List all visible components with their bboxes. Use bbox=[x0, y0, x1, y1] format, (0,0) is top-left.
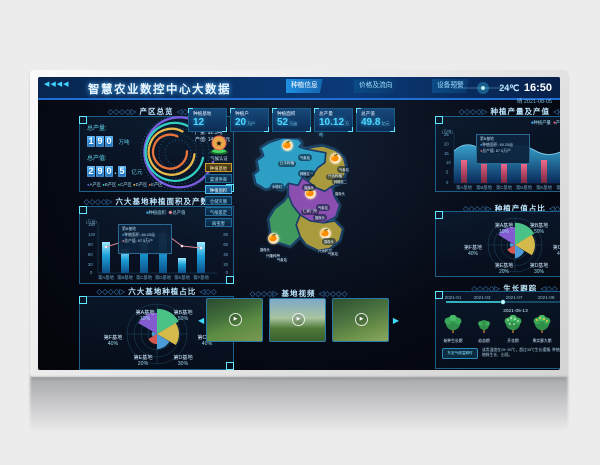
svg-text:2021-01: 2021-01 bbox=[445, 296, 462, 300]
svg-text:30%: 30% bbox=[534, 269, 545, 275]
svg-text:60: 60 bbox=[223, 242, 228, 247]
svg-text:10%: 10% bbox=[499, 229, 510, 235]
svg-text:★: ★ bbox=[215, 139, 222, 148]
svg-text:2021-07: 2021-07 bbox=[506, 296, 523, 300]
svg-text:50%: 50% bbox=[534, 229, 545, 235]
svg-text:第A基地: 第A基地 bbox=[456, 184, 472, 191]
svg-text:5: 5 bbox=[446, 170, 449, 175]
svg-text:第C基地: 第C基地 bbox=[136, 274, 153, 281]
svg-text:第A基地: 第A基地 bbox=[135, 308, 154, 316]
svg-text:2021-09: 2021-09 bbox=[538, 296, 555, 300]
svg-text:10: 10 bbox=[446, 160, 451, 165]
svg-text:第E基地: 第E基地 bbox=[174, 274, 190, 281]
svg-text:15: 15 bbox=[444, 151, 449, 156]
svg-text:60: 60 bbox=[88, 252, 93, 257]
svg-text:第B基地: 第B基地 bbox=[530, 222, 548, 229]
svg-text:20: 20 bbox=[444, 141, 449, 146]
svg-text:第C基地: 第C基地 bbox=[553, 244, 560, 251]
svg-text:2021-03: 2021-03 bbox=[474, 296, 491, 300]
svg-text:第D基地: 第D基地 bbox=[530, 262, 549, 269]
svg-text:40%: 40% bbox=[557, 251, 560, 257]
svg-text:第D基地: 第D基地 bbox=[155, 274, 172, 281]
svg-text:第A基地: 第A基地 bbox=[495, 222, 513, 229]
svg-text:20%: 20% bbox=[138, 361, 149, 367]
svg-text:第B基地: 第B基地 bbox=[173, 308, 192, 316]
svg-text:90: 90 bbox=[88, 242, 93, 247]
svg-text:0: 0 bbox=[226, 270, 229, 275]
svg-text:第C基地: 第C基地 bbox=[496, 184, 513, 191]
svg-text:0: 0 bbox=[90, 270, 93, 275]
svg-text:第E基地: 第E基地 bbox=[495, 262, 513, 269]
svg-text:第E基地: 第E基地 bbox=[133, 353, 152, 361]
svg-text:40%: 40% bbox=[468, 251, 479, 257]
svg-text:20: 20 bbox=[223, 262, 228, 267]
svg-text:120: 120 bbox=[88, 232, 96, 237]
svg-text:10%: 10% bbox=[140, 316, 151, 322]
svg-text:第A基地: 第A基地 bbox=[98, 274, 114, 281]
svg-text:第F基地: 第F基地 bbox=[464, 244, 482, 251]
svg-text:20%: 20% bbox=[499, 269, 510, 275]
svg-text:第E基地: 第E基地 bbox=[536, 184, 552, 191]
svg-text:第B基地: 第B基地 bbox=[117, 274, 133, 281]
svg-text:第D基地: 第D基地 bbox=[173, 353, 192, 361]
svg-text:40: 40 bbox=[223, 252, 228, 257]
svg-text:40%: 40% bbox=[108, 341, 119, 347]
svg-text:第F基地: 第F基地 bbox=[104, 333, 123, 341]
svg-text:50%: 50% bbox=[178, 316, 189, 322]
svg-text:25: 25 bbox=[444, 133, 449, 137]
svg-text:150: 150 bbox=[88, 223, 96, 227]
svg-text:80: 80 bbox=[223, 232, 228, 237]
svg-text:第B基地: 第B基地 bbox=[476, 184, 492, 191]
svg-text:第F基地: 第F基地 bbox=[193, 274, 209, 281]
svg-text:第D基地: 第D基地 bbox=[516, 184, 533, 191]
svg-text:30: 30 bbox=[88, 262, 93, 267]
svg-text:第F基地: 第F基地 bbox=[556, 184, 560, 191]
svg-text:30%: 30% bbox=[178, 361, 189, 367]
svg-text:0: 0 bbox=[446, 180, 449, 185]
